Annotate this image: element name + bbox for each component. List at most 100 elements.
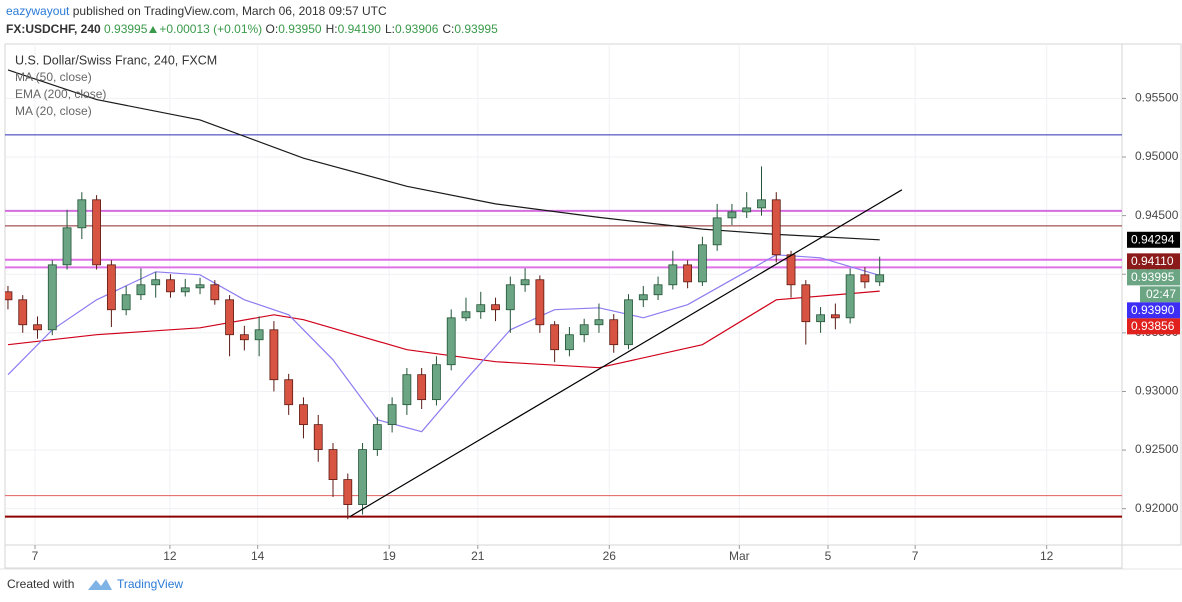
y-tick-label: 0.92000 xyxy=(1135,501,1179,515)
ohlc-label: O: xyxy=(265,22,279,36)
candle-body xyxy=(269,329,279,381)
candle-body xyxy=(402,374,412,406)
candle-body xyxy=(432,364,441,401)
time-axis xyxy=(4,544,1123,569)
candle-body xyxy=(5,291,13,301)
ma-line xyxy=(7,290,880,369)
candle-body xyxy=(92,199,102,266)
candle-body xyxy=(47,264,57,331)
price-label-box xyxy=(1127,253,1180,270)
price-label-box xyxy=(1127,318,1180,335)
candle-body xyxy=(727,211,737,219)
candle-body xyxy=(565,334,574,351)
symbol: FX:USDCHF, 240 xyxy=(6,22,101,36)
candle-body xyxy=(860,274,870,283)
candle-body xyxy=(816,314,825,323)
candle-body xyxy=(121,294,131,311)
x-tick-label: 7 xyxy=(912,549,919,563)
countdown-box xyxy=(1140,286,1180,303)
candle-body xyxy=(328,449,338,480)
x-tick-label: 12 xyxy=(163,549,177,563)
legend-entry: MA (20, close) xyxy=(15,104,92,118)
candle-body xyxy=(417,374,427,401)
candle-body xyxy=(77,199,87,229)
price-label: 0.94110 xyxy=(1131,254,1174,268)
candle-body xyxy=(446,317,456,366)
candle-body xyxy=(461,311,471,319)
candle-body xyxy=(683,264,693,283)
candle-body xyxy=(786,254,796,286)
candle-body xyxy=(476,304,486,313)
author[interactable]: eazywayout xyxy=(6,4,70,18)
up-icon xyxy=(149,26,158,33)
price-label-box xyxy=(1127,302,1180,319)
candle-body xyxy=(757,199,766,209)
candle-body xyxy=(33,324,42,331)
candle-body xyxy=(875,274,885,283)
price-label: 0.93995 xyxy=(1131,270,1175,284)
candle-body xyxy=(372,424,382,450)
ma-line xyxy=(7,69,880,241)
y-tick-label: 0.95500 xyxy=(1135,91,1179,105)
footer-created: Created with xyxy=(7,577,74,591)
tv-logo xyxy=(88,579,112,590)
legend-entry: EMA (200, close) xyxy=(15,87,106,101)
candle-body xyxy=(535,279,545,326)
price-label: 0.94294 xyxy=(1131,232,1175,246)
x-tick-label: Mar xyxy=(729,549,750,563)
last-price: 0.93995 xyxy=(104,22,148,36)
candle-body xyxy=(313,424,323,450)
candle-body xyxy=(520,279,530,286)
candle-body xyxy=(712,217,722,246)
candle-body xyxy=(239,334,249,341)
candle-body xyxy=(830,314,840,319)
candle-body xyxy=(166,279,175,293)
candle-body xyxy=(343,479,353,505)
candle-body xyxy=(801,284,811,323)
candle-body xyxy=(225,299,234,336)
x-tick-label: 19 xyxy=(382,549,396,563)
chart-title: U.S. Dollar/Swiss Franc, 240, FXCM xyxy=(15,53,217,67)
plot-frame xyxy=(4,43,1123,546)
candle-body xyxy=(594,319,604,326)
candle-body xyxy=(387,404,397,426)
price-label-box xyxy=(1127,269,1180,286)
ohlc-value: 0.94190 xyxy=(337,22,381,36)
candle-body xyxy=(106,264,116,311)
ohlc-value: 0.93950 xyxy=(278,22,322,36)
ohlc-value: 0.93995 xyxy=(454,22,498,36)
candle-body xyxy=(638,294,648,301)
x-tick-label: 12 xyxy=(1040,549,1054,563)
trend-line xyxy=(349,189,903,518)
ohlc-value: 0.93906 xyxy=(394,22,439,36)
candle-body xyxy=(668,264,678,286)
x-tick-label: 5 xyxy=(825,549,832,563)
candle-body xyxy=(579,324,589,336)
price-label: 0.93990 xyxy=(1131,303,1175,317)
candle-body xyxy=(136,284,146,296)
candle-body xyxy=(624,299,633,346)
ohlc-label: H: xyxy=(325,22,338,36)
publish-line: eazywayout published on TradingView.com,… xyxy=(6,4,387,18)
candle-body xyxy=(742,207,752,213)
candle-body xyxy=(180,287,190,293)
y-tick-label: 0.92500 xyxy=(1135,442,1179,456)
change: +0.00013 (+0.01%) xyxy=(159,22,263,36)
price-label-box xyxy=(1127,231,1180,248)
footer-brand[interactable]: TradingView xyxy=(117,577,183,591)
y-tick-label: 0.93000 xyxy=(1135,384,1179,398)
candle-body xyxy=(299,404,308,426)
x-tick-label: 21 xyxy=(471,549,485,563)
candle-body xyxy=(18,299,28,326)
ohlc: O:0.93950 H:0.94190 L:0.93906 C:0.93995 xyxy=(266,22,502,36)
x-tick-label: 7 xyxy=(32,549,39,563)
candle-body xyxy=(210,284,220,301)
ohlc-label: L: xyxy=(384,22,395,36)
candle-body xyxy=(254,329,264,341)
candle-body xyxy=(62,227,72,266)
x-tick-label: 14 xyxy=(251,549,265,563)
published: published on TradingView.com, March 06, … xyxy=(72,4,387,18)
candle-body xyxy=(151,279,161,286)
